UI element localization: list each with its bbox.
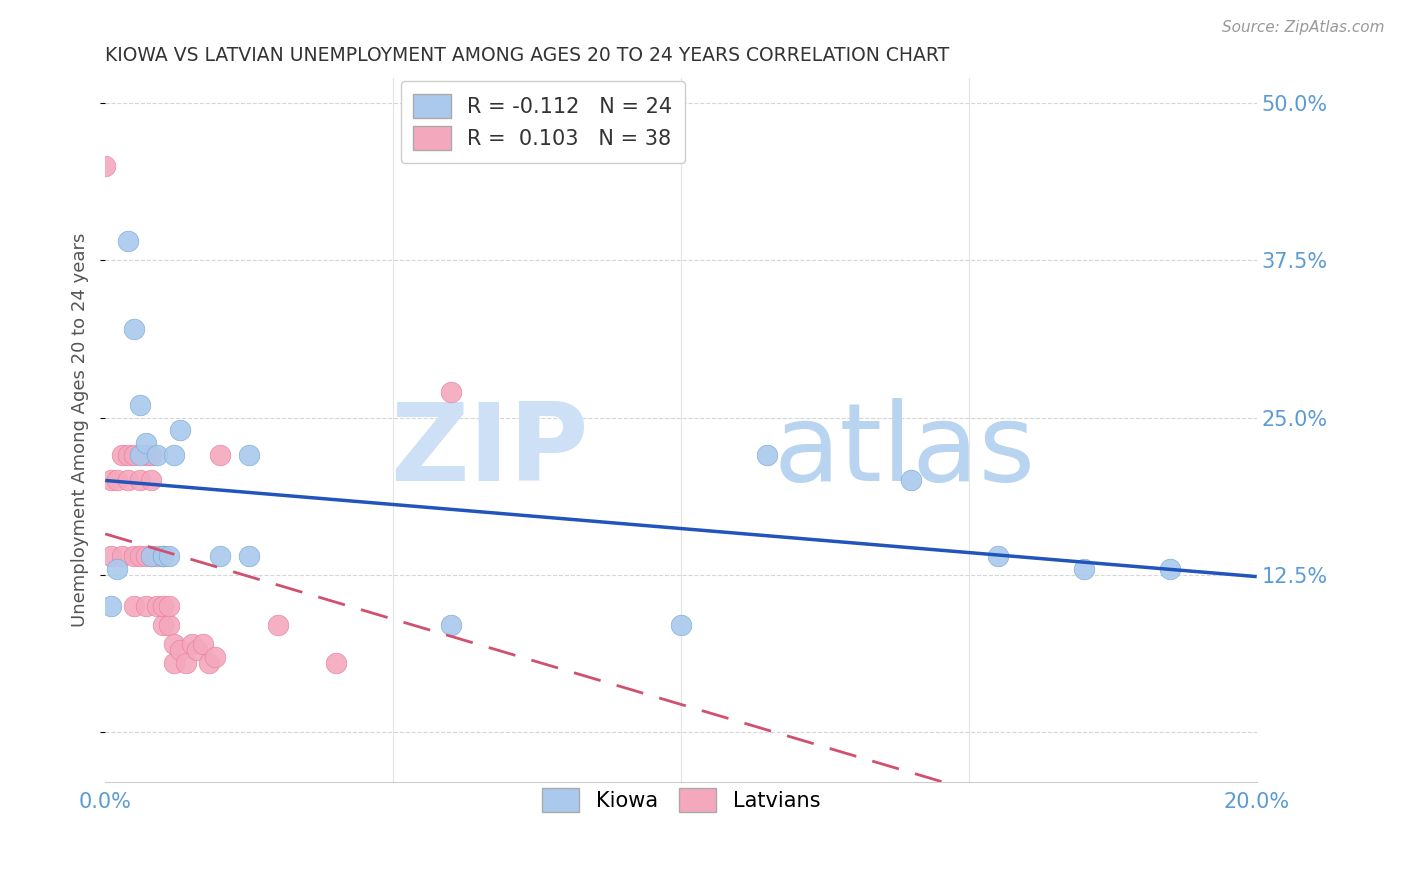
Point [100,549,122,563]
Point [157,549,180,563]
Point [204,649,226,664]
Point [94,159,117,173]
Point [1073,561,1095,575]
Point [141,549,163,563]
Point [134,448,156,462]
Point [111,448,134,462]
Point [122,448,145,462]
Point [191,637,214,651]
Point [987,549,1010,563]
Point [209,549,232,563]
Point [238,549,260,563]
Point [100,474,122,488]
Point [100,599,122,614]
Point [174,656,197,670]
Point [325,656,347,670]
Point [267,618,290,632]
Legend: Kiowa, Latvians: Kiowa, Latvians [529,776,832,825]
Point [134,549,156,563]
Point [169,423,191,437]
Point [669,618,692,632]
Point [900,474,922,488]
Point [209,448,232,462]
Point [157,618,180,632]
Point [141,549,163,563]
Point [122,322,145,336]
Point [117,448,139,462]
Text: atlas: atlas [773,398,1035,504]
Point [756,448,779,462]
Point [163,656,186,670]
Point [157,599,180,614]
Point [134,599,156,614]
Point [152,618,174,632]
Point [440,618,463,632]
Point [152,549,174,563]
Point [105,474,128,488]
Point [122,549,145,563]
Point [141,474,163,488]
Point [238,448,260,462]
Point [1159,561,1181,575]
Point [163,448,186,462]
Point [146,448,169,462]
Point [111,549,134,563]
Y-axis label: Unemployment Among Ages 20 to 24 years: Unemployment Among Ages 20 to 24 years [72,233,89,627]
Text: Source: ZipAtlas.com: Source: ZipAtlas.com [1222,20,1385,35]
Point [180,637,202,651]
Point [117,474,139,488]
Point [198,656,221,670]
Point [134,435,156,450]
Point [146,549,169,563]
Text: ZIP: ZIP [391,398,589,504]
Point [128,474,150,488]
Point [105,561,128,575]
Point [141,448,163,462]
Point [128,398,150,412]
Point [122,599,145,614]
Point [152,549,174,563]
Point [169,643,191,657]
Point [128,549,150,563]
Point [186,643,208,657]
Point [152,599,174,614]
Point [440,385,463,400]
Point [146,599,169,614]
Text: KIOWA VS LATVIAN UNEMPLOYMENT AMONG AGES 20 TO 24 YEARS CORRELATION CHART: KIOWA VS LATVIAN UNEMPLOYMENT AMONG AGES… [105,46,949,65]
Point [163,637,186,651]
Point [117,235,139,249]
Point [128,448,150,462]
